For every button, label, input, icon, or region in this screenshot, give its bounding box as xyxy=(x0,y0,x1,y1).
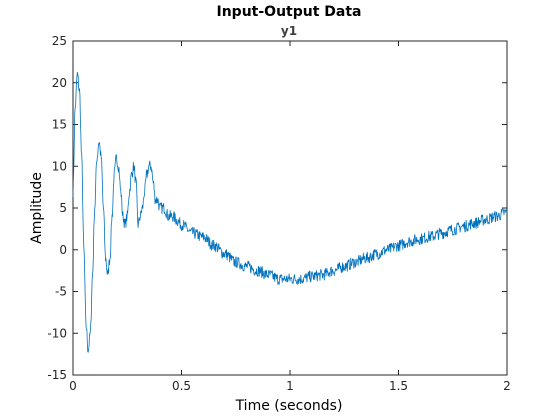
plot-area: 0 0.5 1 1.5 2 -15 -10 -5 0 5 10 15 20 25 xyxy=(47,34,510,393)
x-tick-label: 1.5 xyxy=(389,379,408,393)
y-tick-label: 20 xyxy=(52,76,67,90)
chart-subtitle: y1 xyxy=(281,24,297,38)
series-line-y1 xyxy=(72,71,508,353)
x-tick-label: 1 xyxy=(286,379,294,393)
y-tick-label: 15 xyxy=(52,118,67,132)
chart-title: Input-Output Data xyxy=(217,4,362,20)
x-axis-label: Time (seconds) xyxy=(235,398,343,414)
y-tick-label: 5 xyxy=(59,201,67,215)
axes-box xyxy=(72,40,508,376)
y-tick-label: -15 xyxy=(47,368,67,382)
y-axis-label: Amplitude xyxy=(29,172,45,244)
x-tick-label: 0.5 xyxy=(172,379,191,393)
x-tick-label: 2 xyxy=(503,379,511,393)
y-tick-label: -5 xyxy=(55,285,67,299)
y-tick-label: -10 xyxy=(47,326,67,340)
y-tick-label: 10 xyxy=(52,159,67,173)
x-tick-label: 0 xyxy=(69,379,77,393)
y-tick-label: 25 xyxy=(52,34,67,48)
y-tick-label: 0 xyxy=(59,243,67,257)
